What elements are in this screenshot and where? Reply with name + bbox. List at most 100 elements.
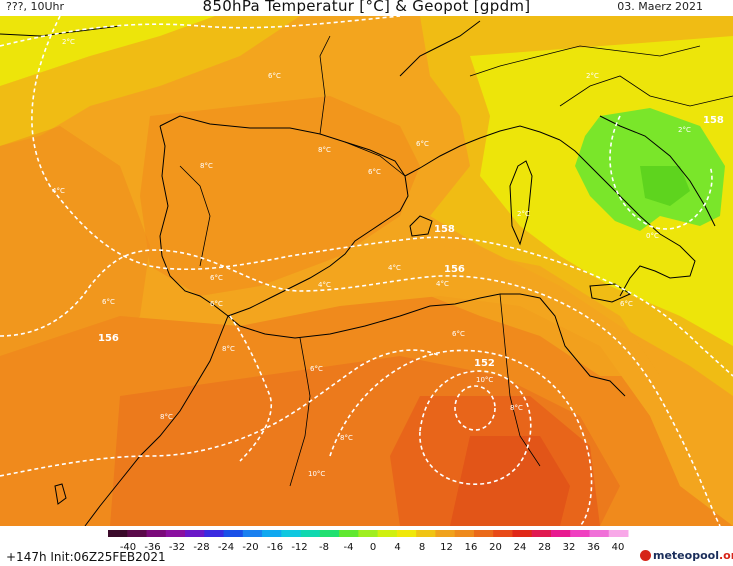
- legend-tick-labels: -40 -36 -32 -28 -24 -20 -16 -12 -8 -4 0 4 8 12 16 20 24 2…: [120, 542, 625, 553]
- coast-balkans: [599, 115, 716, 227]
- brand-tld: .org: [718, 549, 733, 562]
- temp-field-adriatic-core: [640, 166, 690, 206]
- isoline-adriatic: [609, 115, 713, 230]
- temp-label: 2°C: [62, 38, 75, 46]
- border-spain-france: [344, 141, 406, 177]
- legend-swatch: [300, 530, 321, 537]
- temp-label: 4°C: [436, 280, 449, 288]
- legend-tick-label: -40: [120, 542, 136, 552]
- geopot-label: 158: [703, 115, 724, 126]
- temp-label: 6°C: [368, 168, 381, 176]
- geopot-label: 156: [444, 264, 465, 275]
- temp-label: 6°C: [310, 365, 323, 373]
- temp-label: 10°C: [308, 470, 325, 478]
- country-borders: [179, 35, 733, 487]
- legend-swatch: [396, 530, 417, 537]
- temp-label: 8°C: [160, 413, 173, 421]
- weather-map: 158 156 156 158 152 2°C 6°C 8°C 4°C 8°C …: [0, 16, 733, 526]
- legend-swatch: [454, 530, 475, 537]
- legend-tick-label: -24: [218, 542, 234, 552]
- brand-bold: pool: [692, 549, 719, 562]
- coast-north-africa: [227, 293, 626, 397]
- coast-sicily: [589, 283, 632, 303]
- legend-swatch: [550, 530, 571, 537]
- brand-name: meteopool.org: [653, 549, 733, 562]
- isoline-morocco: [229, 315, 273, 462]
- legend-swatch: [165, 530, 186, 537]
- legend-tick-label: -4: [344, 542, 354, 552]
- legend-swatch: [223, 530, 244, 537]
- temp-label: 8°C: [340, 434, 353, 442]
- legend-tick-label: -32: [169, 542, 185, 552]
- legend-tick-label: -8: [319, 542, 329, 552]
- map-title: 850hPa Temperatur [°C] & Geopot [gpdm]: [202, 0, 531, 15]
- coastlines: [0, 20, 716, 526]
- coast-spain-med: [227, 175, 409, 317]
- legend-swatch: [242, 530, 263, 537]
- geopot-label: 156: [98, 333, 119, 344]
- header-date: 03. Maerz 2021: [617, 0, 703, 13]
- border-france-atlantic: [319, 35, 331, 135]
- legend-swatch: [473, 530, 494, 537]
- brand-logo: meteopool.org: [640, 549, 733, 562]
- legend-swatch: [570, 530, 590, 537]
- legend-swatch: [493, 530, 513, 537]
- legend-tick-label: 36: [587, 542, 600, 552]
- temp-label: 6°C: [210, 274, 223, 282]
- temp-field-iberia: [140, 96, 420, 296]
- temp-label: 2°C: [678, 126, 691, 134]
- temp-label: 6°C: [102, 298, 115, 306]
- legend-swatch: [531, 530, 552, 537]
- legend-tick-label: 20: [489, 542, 502, 552]
- temp-label: 6°C: [210, 300, 223, 308]
- temp-label: 6°C: [452, 330, 465, 338]
- coast-uk: [0, 25, 121, 37]
- legend-tick-label: -20: [242, 542, 258, 552]
- coast-english-channel: [399, 20, 481, 77]
- coast-italy: [559, 139, 696, 297]
- temp-field-northwest-cold: [0, 16, 215, 86]
- header-valid-time: ???, 10Uhr: [6, 0, 65, 13]
- geopotential-isolines: [0, 16, 733, 526]
- legend-swatch: [377, 530, 398, 537]
- coast-north-spain: [159, 115, 406, 177]
- temp-label: 6°C: [620, 300, 633, 308]
- legend-swatch: [262, 530, 282, 537]
- legend-tick-label: -16: [267, 542, 283, 552]
- temp-label: 4°C: [388, 264, 401, 272]
- legend-swatch: [108, 530, 128, 537]
- isoline-low-center: [454, 385, 496, 431]
- legend-swatch: [589, 530, 610, 537]
- legend-swatch: [281, 530, 302, 537]
- temp-field-hot-center: [450, 436, 570, 526]
- run-info: +147h Init:06Z25FEB2021: [6, 550, 166, 564]
- temp-label: 8°C: [200, 162, 213, 170]
- color-legend: -40 -36 -32 -28 -24 -20 -16 -12 -8 -4 0 4 8 12 16 20 24 2…: [0, 526, 733, 566]
- temp-field-central-med: [430, 246, 660, 376]
- legend-tick-label: 0: [370, 542, 376, 552]
- legend-color-bar: [108, 530, 629, 537]
- temp-label: 2°C: [586, 72, 599, 80]
- legend-swatch: [358, 530, 379, 537]
- map-canvas: 158 156 156 158 152 2°C 6°C 8°C 4°C 8°C …: [0, 16, 733, 526]
- temp-label: 0°C: [646, 232, 659, 240]
- isoline-north: [0, 16, 401, 47]
- temp-label: 8°C: [222, 345, 235, 353]
- legend-tick-label: 40: [612, 542, 625, 552]
- legend-tick-label: 24: [514, 542, 527, 552]
- temp-label: 10°C: [476, 376, 493, 384]
- brand-main: meteo: [653, 549, 693, 562]
- legend-swatch: [416, 530, 436, 537]
- legend-swatch: [146, 530, 167, 537]
- temp-label: 8°C: [510, 404, 523, 412]
- temp-label: 4°C: [52, 187, 65, 195]
- geopot-label: 158: [434, 224, 455, 235]
- temp-label: 6°C: [416, 140, 429, 148]
- legend-tick-label: -28: [193, 542, 209, 552]
- legend-swatch: [608, 530, 629, 537]
- temperature-labels: 2°C 6°C 8°C 4°C 8°C 6°C 4°C 4°C 2°C 2°C …: [52, 38, 691, 478]
- header: ???, 10Uhr 850hPa Temperatur [°C] & Geop…: [0, 0, 733, 16]
- border-alps: [559, 75, 733, 107]
- coast-canary-islands: [54, 483, 67, 505]
- temp-label: 8°C: [318, 146, 331, 154]
